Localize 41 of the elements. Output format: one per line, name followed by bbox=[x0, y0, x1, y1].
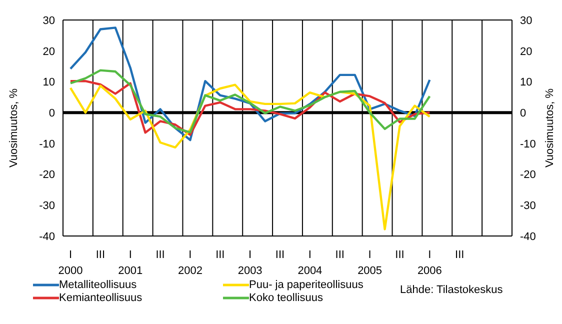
y2-tick-label: 0 bbox=[520, 107, 526, 120]
y2-tick-label: -40 bbox=[520, 230, 536, 243]
y-tick-label: -40 bbox=[39, 230, 55, 243]
text: Lähde: Tilastokeskus bbox=[400, 284, 503, 296]
x-tick-label: I 2002 bbox=[178, 249, 202, 277]
y2-tick-label: 10 bbox=[520, 76, 532, 89]
y-tick-label: 10 bbox=[42, 76, 55, 89]
x-tick-label: I 2005 bbox=[358, 249, 382, 277]
x-tick-label: III bbox=[96, 249, 106, 261]
x-tick-label: I 2004 bbox=[298, 249, 322, 277]
legend-label: Puu- ja paperiteollisuus bbox=[249, 278, 364, 290]
x-tick-label: I 2003 bbox=[238, 249, 262, 277]
y-tick-label: 30 bbox=[42, 14, 55, 27]
legend-label: Metalliteollisuus bbox=[59, 278, 137, 290]
x-tick-label: III bbox=[335, 249, 344, 261]
x-tick-label: III bbox=[275, 249, 285, 261]
y-tick-label: -10 bbox=[39, 138, 55, 150]
x-tick-label: I 2000 bbox=[58, 249, 83, 277]
y-tick-label: 20 bbox=[42, 46, 55, 58]
y2-tick-label: 20 bbox=[520, 46, 532, 58]
x-tick-label: III bbox=[455, 249, 464, 261]
legend-label: Kemianteollisuus bbox=[59, 292, 142, 304]
y2-tick-label: -10 bbox=[520, 138, 536, 150]
line-series bbox=[69, 26, 431, 142]
x-tick-label: III bbox=[216, 249, 225, 261]
y-tick-label: -20 bbox=[39, 169, 55, 182]
line-series bbox=[69, 84, 431, 230]
y-tick-label: 0 bbox=[48, 107, 55, 120]
legend-label: Koko teollisuus bbox=[249, 292, 323, 304]
y-axis-title: Vuosimuutos, % bbox=[8, 88, 20, 168]
y2-tick-label: 30 bbox=[520, 14, 532, 27]
x-tick-label: I 2001 bbox=[118, 249, 143, 277]
x-tick-label: III bbox=[395, 249, 404, 261]
line-series bbox=[69, 69, 431, 134]
y2-tick-label: -20 bbox=[520, 169, 536, 182]
x-tick-label: I 2006 bbox=[417, 249, 442, 277]
line-series bbox=[69, 80, 431, 136]
x-tick-label: III bbox=[156, 249, 165, 261]
y-tick-label: -30 bbox=[39, 200, 55, 212]
y2-tick-label: -30 bbox=[520, 200, 536, 212]
y2-axis-title: Vuosimuutos, % bbox=[544, 88, 556, 168]
